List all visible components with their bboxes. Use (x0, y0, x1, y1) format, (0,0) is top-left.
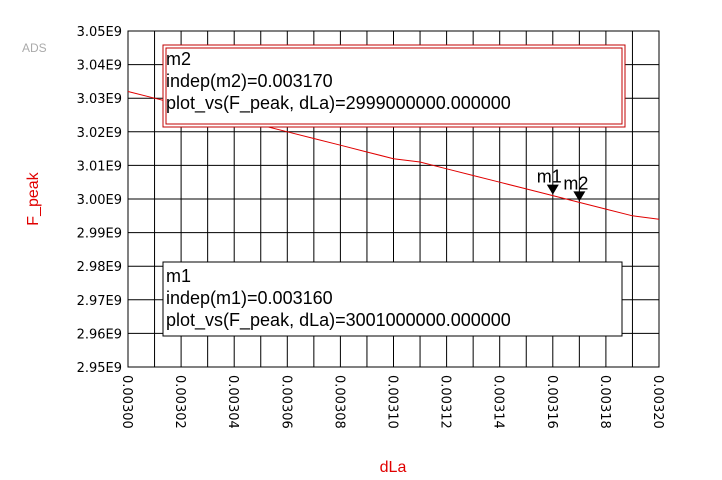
y-tick-label: 3.05E9 (77, 25, 122, 40)
x-tick-label: 0.00316 (544, 375, 559, 429)
y-tick-label: 2.95E9 (77, 361, 122, 376)
y-tick-label: 3.02E9 (77, 126, 122, 141)
y-tick-label: 2.97E9 (77, 294, 122, 309)
m2-marker[interactable] (573, 191, 586, 202)
y-tick-label: 3.04E9 (77, 59, 122, 74)
x-tick-label: 0.00314 (491, 375, 506, 429)
marker-box-line: plot_vs(F_peak, dLa)=2999000000.000000 (166, 93, 511, 114)
plot-frame (127, 30, 660, 368)
x-tick-label: 0.00302 (172, 375, 187, 429)
y-tick-label: 2.99E9 (77, 227, 122, 242)
x-tick-label: 0.00320 (650, 375, 665, 429)
x-tick-label: 0.00300 (119, 375, 134, 429)
marker-box-frame (162, 44, 626, 128)
ads-logo: ADS (22, 41, 47, 55)
marker-box-line: m1 (166, 266, 191, 286)
x-tick-label: 0.00304 (225, 375, 240, 429)
marker-box-inner-frame (165, 47, 623, 125)
marker-box-line: m2 (166, 49, 191, 69)
marker-box-line: plot_vs(F_peak, dLa)=3001000000.000000 (166, 310, 511, 331)
x-tick-labels: 0.00300 0.00302 0.00304 0.00306 0.00308 0.003… (119, 375, 665, 429)
x-tick-label: 0.00306 (278, 375, 293, 429)
m1-marker[interactable] (546, 184, 559, 195)
x-tick-label: 0.00310 (385, 375, 400, 429)
marker-box-frame (162, 261, 623, 337)
y-tick-labels: 3.05E9 3.04E9 3.03E9 3.02E9 3.01E9 3.00E9 2.99… (77, 25, 122, 376)
y-tick-label: 2.98E9 (77, 260, 122, 275)
y-tick-label: 2.96E9 (77, 327, 122, 342)
x-tick-label: 0.00318 (597, 375, 612, 429)
y-axis-title: F_peak (25, 171, 42, 225)
m1-marker-label: m1 (537, 167, 562, 187)
y-tick-label: 3.01E9 (77, 159, 122, 174)
x-axis-title: dLa (380, 459, 407, 476)
x-tick-label: 0.00312 (438, 375, 453, 429)
y-tick-label: 3.00E9 (77, 193, 122, 208)
y-tick-label: 3.03E9 (77, 92, 122, 107)
marker-layer: m1 m2 (537, 167, 588, 202)
m2-marker-label: m2 (563, 173, 588, 193)
marker-box-line: indep(m2)=0.003170 (166, 71, 333, 91)
marker-box-line: indep(m1)=0.003160 (166, 288, 333, 308)
x-tick-label: 0.00308 (331, 375, 346, 429)
